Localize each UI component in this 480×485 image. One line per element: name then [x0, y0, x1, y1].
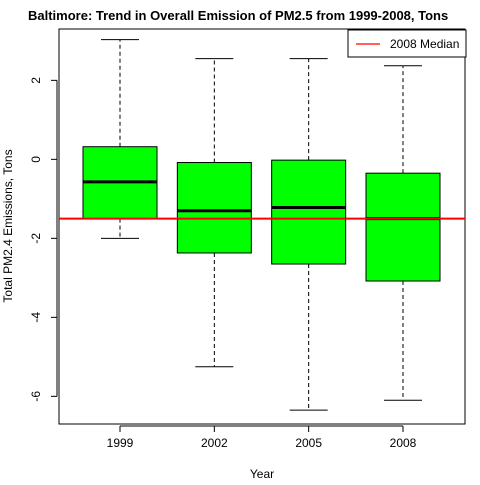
chart-title: Baltimore: Trend in Overall Emission of … — [28, 8, 448, 23]
y-tick-label: 2 — [29, 77, 43, 84]
y-axis-label: Total PM2.4 Emissions, Tons — [1, 149, 15, 302]
x-axis-label: Year — [250, 467, 274, 480]
x-tick-label: 1999 — [107, 436, 134, 450]
boxplot-2008 — [365, 65, 441, 401]
box — [365, 172, 441, 282]
y-tick-label: 0 — [29, 156, 43, 163]
x-axis: 1999 2002 2005 2008 — [107, 425, 417, 450]
y-tick-label: -4 — [29, 312, 43, 323]
x-tick-label: 2005 — [295, 436, 322, 450]
y-tick-label: -6 — [29, 391, 43, 402]
boxplot-group — [82, 39, 441, 411]
box — [271, 159, 347, 265]
legend: 2008 Median — [347, 29, 467, 58]
y-tick-label: -2 — [29, 233, 43, 244]
boxplot-2002 — [176, 58, 252, 368]
box — [176, 162, 252, 254]
y-axis: -6 -4 -2 0 2 — [29, 77, 58, 402]
boxplot-2005 — [271, 58, 347, 411]
boxplot-1999 — [82, 39, 158, 239]
legend-label: 2008 Median — [390, 37, 459, 51]
plot-frame — [58, 28, 466, 425]
x-tick-label: 2002 — [201, 436, 228, 450]
x-tick-label: 2008 — [390, 436, 417, 450]
